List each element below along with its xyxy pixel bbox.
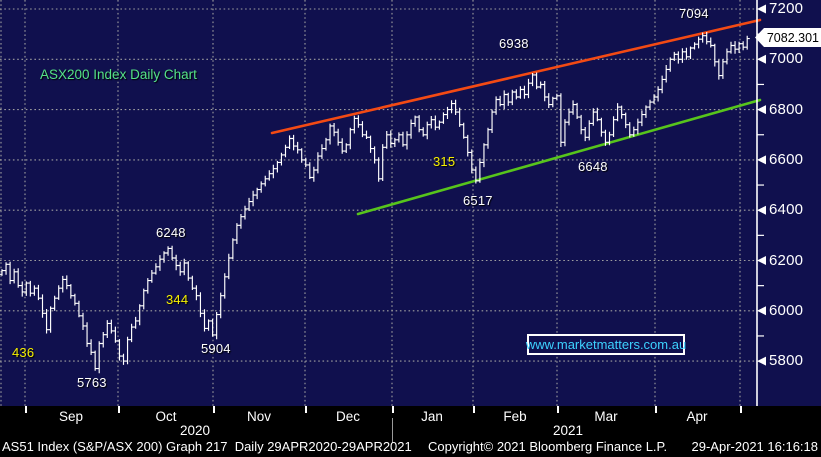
y-axis-label-6000: 6000 (769, 301, 804, 319)
x-axis-month-Feb: Feb (503, 409, 527, 424)
watermark-box: www.marketmatters.com.au (525, 334, 687, 355)
y-axis-label-7000: 7000 (769, 50, 804, 68)
chart-title: ASX200 Index Daily Chart (40, 67, 197, 82)
price-annotation-315: 315 (433, 154, 456, 169)
footer-copyright: Copyright© 2021 Bloomberg Finance L.P. (428, 439, 668, 454)
price-bars (0, 32, 750, 374)
month-boundary-tick (392, 406, 394, 413)
month-boundary-tick (213, 406, 215, 413)
price-annotation-7094: 7094 (679, 6, 709, 21)
y-axis-tick-arrow (757, 356, 766, 366)
y-axis-label-5800: 5800 (769, 352, 804, 370)
footer-instrument: AS51 Index (S&P/ASX 200) Graph 217 Daily… (2, 439, 412, 454)
month-boundary-tick (305, 406, 307, 413)
y-axis-label-6200: 6200 (769, 251, 804, 269)
month-boundary-tick (655, 406, 657, 413)
price-annotation-5904: 5904 (201, 341, 231, 356)
y-axis-label-6800: 6800 (769, 100, 804, 118)
x-axis-year-2021: 2021 (552, 423, 584, 438)
x-axis-month-Mar: Mar (594, 409, 618, 424)
lower-channel-trendline (356, 98, 762, 216)
x-axis-month-Jan: Jan (421, 409, 443, 424)
y-axis-label-7200: 7200 (769, 0, 804, 17)
x-axis-month-Dec: Dec (335, 409, 361, 424)
y-axis-tick-arrow (757, 4, 766, 14)
x-axis-month-Oct: Oct (155, 409, 177, 424)
price-annotation-6938: 6938 (499, 36, 529, 51)
y-axis-label-6600: 6600 (769, 150, 804, 168)
last-price-tag: 7082.301 (755, 28, 821, 47)
y-axis-tick-arrow (757, 54, 766, 64)
year-separator (392, 418, 393, 443)
x-axis-month-Apr: Apr (686, 409, 708, 424)
price-annotation-6517: 6517 (463, 193, 493, 208)
bottom-strip: Sep Oct Nov Dec Jan Feb Mar Apr 2020 2021 AS51 In… (0, 406, 821, 457)
y-axis-tick-arrow (757, 155, 766, 165)
y-axis-tick-arrow (757, 256, 766, 265)
price-annotation-5763: 5763 (77, 375, 107, 390)
x-axis-month-Nov: Nov (246, 409, 272, 424)
month-boundary-tick (473, 406, 475, 413)
last-price-value: 7082.301 (766, 30, 819, 45)
y-axis-label-6400: 6400 (769, 201, 804, 219)
month-boundary-tick (740, 406, 742, 413)
y-axis-tick-arrow (757, 205, 766, 215)
price-annotation-6648: 6648 (578, 159, 608, 174)
watermark-link: www.marketmatters.com.au (525, 337, 687, 352)
upper-channel-trendline (270, 18, 762, 135)
x-axis-month-Sep: Sep (58, 409, 84, 424)
price-annotation-436: 436 (12, 345, 35, 360)
price-annotation-344: 344 (166, 292, 189, 307)
month-boundary-tick (25, 406, 27, 413)
x-axis-year-2020: 2020 (179, 423, 211, 438)
price-annotation-6248: 6248 (156, 225, 186, 240)
month-boundary-tick (557, 406, 559, 413)
y-axis-tick-arrow (757, 105, 766, 115)
month-boundary-tick (118, 406, 120, 413)
y-axis-tick-arrow (757, 306, 766, 316)
status-bar: AS51 Index (S&P/ASX 200) Graph 217 Daily… (0, 439, 821, 457)
footer-timestamp: 29-Apr-2021 16:16:18 (691, 439, 818, 454)
